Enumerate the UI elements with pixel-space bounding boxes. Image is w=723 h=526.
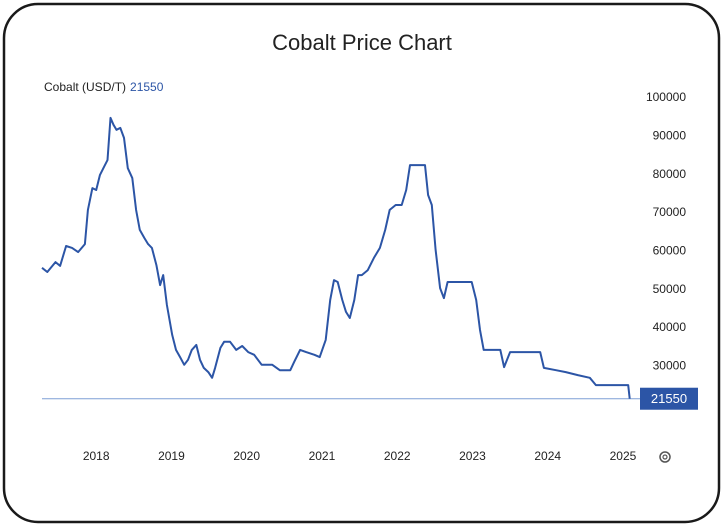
y-tick-label: 100000 [646, 90, 686, 104]
y-tick-label: 50000 [653, 282, 687, 296]
series-label: Cobalt (USD/T) [44, 80, 126, 94]
y-tick-label: 40000 [653, 320, 687, 334]
last-value-label: 21550 [130, 80, 164, 94]
x-tick-label: 2019 [158, 449, 185, 463]
chart-title: Cobalt Price Chart [272, 30, 452, 55]
x-tick-label: 2022 [384, 449, 411, 463]
settings-icon[interactable] [659, 451, 671, 463]
y-tick-label: 90000 [653, 129, 687, 143]
x-tick-label: 2025 [610, 449, 637, 463]
x-tick-label: 2021 [309, 449, 336, 463]
last-value-box [640, 387, 698, 410]
y-tick-label: 80000 [653, 167, 687, 181]
last-value-tag: 21550 [651, 391, 687, 406]
x-tick-label: 2023 [459, 449, 486, 463]
x-tick-label: 2024 [534, 449, 561, 463]
price-line [41, 116, 631, 399]
x-tick-label: 2020 [233, 449, 260, 463]
y-tick-label: 60000 [653, 244, 687, 258]
x-tick-label: 2018 [83, 449, 110, 463]
y-tick-label: 70000 [653, 205, 687, 219]
y-tick-label: 30000 [653, 359, 687, 373]
